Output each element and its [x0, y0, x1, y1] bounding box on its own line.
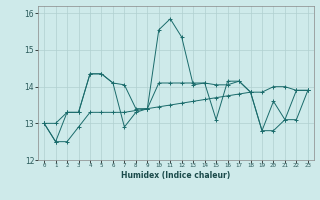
X-axis label: Humidex (Indice chaleur): Humidex (Indice chaleur) [121, 171, 231, 180]
